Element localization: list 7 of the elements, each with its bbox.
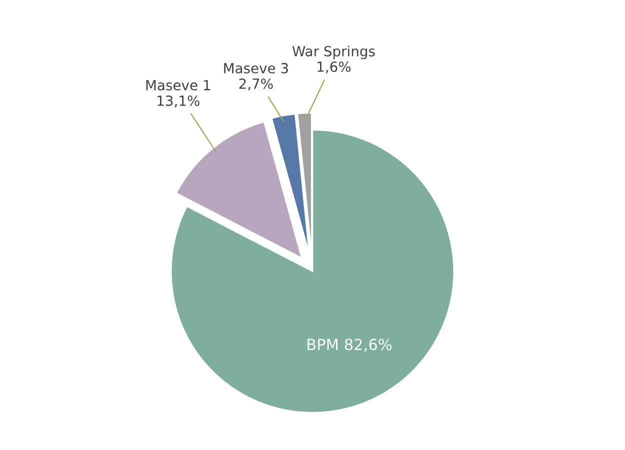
slice-label: BPM 82,6% <box>308 338 392 352</box>
slice-label: War Springs <box>292 46 375 60</box>
slice-label: Maseve 1 <box>146 80 210 90</box>
data-label: 13,1% <box>158 95 200 108</box>
data-label: 2,7% <box>239 78 273 90</box>
data-label: 1,6% <box>318 62 351 74</box>
slice-label: Maseve 3 <box>224 62 288 74</box>
